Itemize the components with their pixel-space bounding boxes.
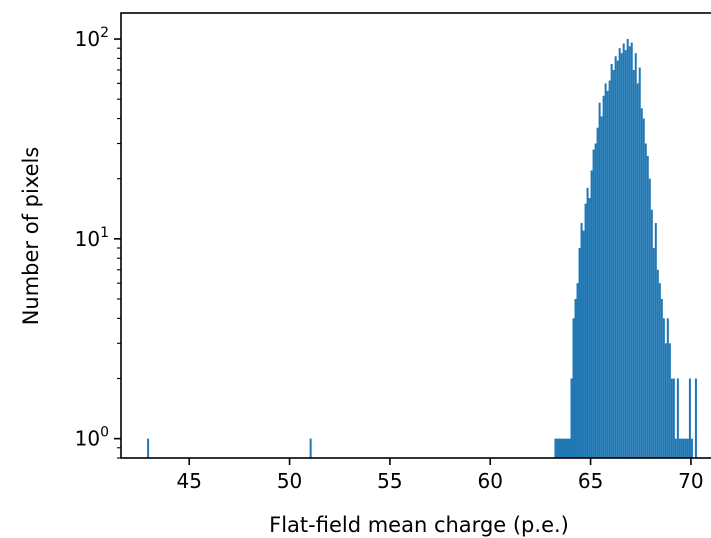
histogram-bar [598, 102, 601, 458]
histogram-bar [562, 438, 565, 458]
histogram-bar [694, 378, 697, 458]
histogram-bar [578, 247, 581, 458]
histogram-bar [630, 42, 633, 458]
histogram-bar [610, 64, 613, 458]
x-tick-label: 70 [678, 469, 703, 493]
histogram-bar [672, 378, 675, 458]
histogram-bar [684, 438, 687, 458]
histogram-bar [592, 149, 595, 458]
histogram-bar [678, 438, 681, 458]
histogram-bar [658, 283, 661, 458]
x-tick-label: 45 [177, 469, 202, 493]
histogram-bar [656, 269, 659, 458]
x-axis-ticks: 45 50 55 60 65 70 [177, 458, 704, 493]
x-tick-label: 60 [478, 469, 503, 493]
histogram-bar [570, 378, 573, 458]
x-tick-label: 55 [377, 469, 402, 493]
histogram-bar [620, 53, 623, 458]
histogram-bar [560, 438, 563, 458]
y-axis-label: Number of pixels [19, 147, 43, 326]
histogram-bar [590, 170, 593, 459]
histogram-bar [594, 143, 597, 458]
histogram-bar [634, 53, 637, 458]
histogram-bars [147, 39, 697, 459]
histogram-bar [624, 50, 627, 458]
histogram-bar [558, 438, 561, 458]
histogram-bar [604, 83, 607, 459]
histogram-bar [147, 438, 150, 458]
histogram-bar [582, 230, 585, 458]
histogram-bar [554, 438, 557, 458]
histogram-bar [556, 438, 559, 458]
y-tick-label: 101 [75, 225, 109, 251]
histogram-bar [564, 438, 567, 458]
x-tick-label: 50 [277, 469, 302, 493]
histogram-bar [636, 83, 639, 459]
histogram-bar [608, 80, 611, 459]
histogram-bar [622, 43, 625, 459]
histogram-bar [580, 223, 583, 458]
histogram-bar [588, 198, 591, 458]
histogram-bar [648, 178, 651, 458]
histogram-bar [606, 90, 609, 459]
histogram-bar [640, 108, 643, 458]
histogram-bar [574, 298, 577, 458]
histogram-bar [666, 318, 669, 458]
histogram-bar [674, 438, 677, 458]
histogram-bar [628, 46, 631, 458]
histogram-bar [664, 343, 667, 458]
histogram-bar [309, 438, 312, 458]
plot-frame [120, 12, 711, 459]
histogram-bar [646, 155, 649, 458]
histogram-bar [568, 438, 571, 458]
histogram-bar [650, 209, 653, 458]
histogram-bar [638, 67, 641, 459]
histogram-bar [662, 318, 665, 458]
histogram-bar [586, 187, 589, 458]
histogram-bar [612, 69, 615, 459]
histogram-bar [676, 378, 679, 458]
histogram-bar [690, 438, 693, 458]
histogram-bar [566, 438, 569, 458]
histogram-bar [584, 203, 587, 458]
histogram-bar [572, 318, 575, 458]
histogram-bar [618, 48, 621, 459]
y-tick-label: 100 [75, 425, 109, 451]
histogram-bar [614, 56, 617, 458]
histogram-bar [600, 116, 603, 458]
histogram-bar [660, 298, 663, 458]
histogram-bar [602, 95, 605, 458]
histogram-bar [682, 438, 685, 458]
histogram-bar [686, 438, 689, 458]
x-axis-label: Flat-field mean charge (p.e.) [269, 513, 569, 537]
y-axis-ticks: 100 101 102 [75, 25, 121, 459]
x-tick-label: 65 [578, 469, 603, 493]
histogram-bar [652, 247, 655, 458]
histogram-bar [616, 60, 619, 458]
y-tick-label: 102 [75, 25, 109, 51]
histogram-bar [680, 438, 683, 458]
histogram-bar [596, 127, 599, 458]
histogram-bar [642, 118, 645, 459]
histogram-bar [626, 39, 629, 458]
histogram-bar [632, 69, 635, 459]
histogram-bar [654, 223, 657, 458]
histogram-bar [688, 378, 691, 458]
histogram-bar [576, 283, 579, 458]
histogram-bar [668, 343, 671, 458]
histogram-bar [644, 143, 647, 458]
histogram-bar [670, 378, 673, 458]
